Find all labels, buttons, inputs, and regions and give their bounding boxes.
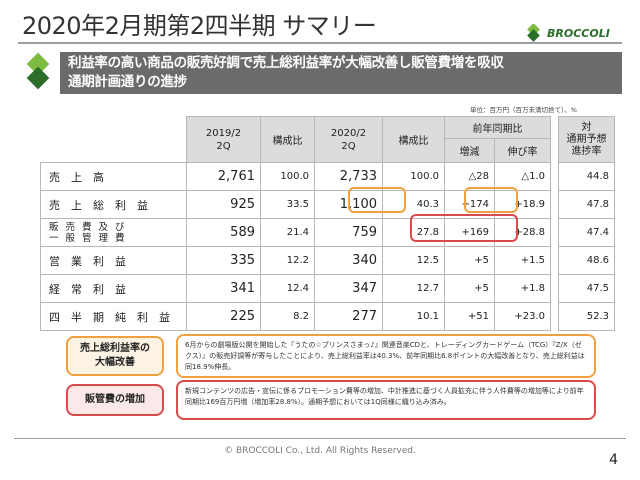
headline-line-1: 利益率の高い商品の販売好調で売上総利益率が大幅改善し販管費増を吸収 bbox=[68, 55, 504, 71]
logo-text: BROCCOLI bbox=[547, 26, 610, 40]
cell-growth: +23.0 bbox=[494, 302, 551, 331]
cell-plan-progress: 52.3 bbox=[558, 302, 615, 331]
cell-curr-value: 277 bbox=[314, 302, 383, 331]
cell-plan-progress: 47.4 bbox=[558, 218, 615, 247]
cell-plan-progress: 44.8 bbox=[558, 162, 615, 191]
headline-text: 利益率の高い商品の販売好調で売上総利益率が大幅改善し販管費増を吸収 通期計画通り… bbox=[60, 52, 622, 94]
cell-curr-ratio: 27.8 bbox=[382, 218, 445, 247]
row-label: 営業利益 bbox=[40, 246, 187, 275]
table-row: 四半期純利益 225 8.2 277 10.1 +51 +23.0 52.3 bbox=[40, 302, 615, 331]
cell-change: △28 bbox=[444, 162, 495, 191]
header-yoy: 前年同期比 bbox=[444, 116, 551, 139]
cell-curr-value: 347 bbox=[314, 274, 383, 303]
cell-growth: +1.8 bbox=[494, 274, 551, 303]
header-plan-progress: 対 通期予想 進捗率 bbox=[558, 116, 615, 163]
note-label-sga-increase: 販管費の増加 bbox=[66, 384, 164, 416]
table-subheader-row: 増減 伸び率 bbox=[40, 138, 615, 163]
cell-change: +5 bbox=[444, 246, 495, 275]
cell-plan-progress: 47.5 bbox=[558, 274, 615, 303]
cell-prev-ratio: 12.4 bbox=[260, 274, 315, 303]
table-row: 経常利益 341 12.4 347 12.7 +5 +1.8 47.5 bbox=[40, 274, 615, 303]
cell-prev-value: 2,761 bbox=[186, 162, 261, 191]
cell-curr-ratio: 12.5 bbox=[382, 246, 445, 275]
header-growth: 伸び率 bbox=[494, 138, 551, 163]
cell-prev-value: 225 bbox=[186, 302, 261, 331]
logo-diamond-icon bbox=[527, 24, 540, 42]
cell-prev-value: 335 bbox=[186, 246, 261, 275]
cell-curr-value: 1,100 bbox=[314, 190, 383, 219]
note-label-gross-margin: 売上総利益率の 大幅改善 bbox=[66, 336, 164, 376]
cell-growth: △1.0 bbox=[494, 162, 551, 191]
cell-curr-value: 759 bbox=[314, 218, 383, 247]
cell-curr-ratio: 10.1 bbox=[382, 302, 445, 331]
cell-change: +51 bbox=[444, 302, 495, 331]
row-label: 売上高 bbox=[40, 162, 187, 191]
header-prev-period: 2019/2 2Q bbox=[186, 116, 261, 163]
broccoli-logo: BROCCOLI bbox=[525, 24, 610, 42]
cell-curr-ratio: 12.7 bbox=[382, 274, 445, 303]
cell-curr-ratio: 40.3 bbox=[382, 190, 445, 219]
headline-line-2: 通期計画通りの進捗 bbox=[68, 74, 187, 90]
cell-prev-value: 925 bbox=[186, 190, 261, 219]
table-row: 販売費及び 一般管理費 589 21.4 759 27.8 +169 +28.8 47.4 bbox=[40, 218, 615, 247]
copyright: © BROCCOLI Co., Ltd. All Rights Reserved… bbox=[224, 446, 416, 456]
unit-note: 単位：百万円（百万未満切捨て）、% bbox=[470, 106, 577, 114]
note-text-gross-margin: 6月からの劇場版公開を開始した『うたの☆プリンスさまっ♪』関連音楽CDと、トレー… bbox=[176, 334, 596, 378]
row-label: 四半期純利益 bbox=[40, 302, 187, 331]
cell-change: +169 bbox=[444, 218, 495, 247]
cell-change: +174 bbox=[444, 190, 495, 219]
cell-growth: +1.5 bbox=[494, 246, 551, 275]
cell-plan-progress: 47.8 bbox=[558, 190, 615, 219]
cell-prev-ratio: 8.2 bbox=[260, 302, 315, 331]
row-label: 経常利益 bbox=[40, 274, 187, 303]
cell-growth: +28.8 bbox=[494, 218, 551, 247]
row-label: 売上総利益 bbox=[40, 190, 187, 219]
page-number: 4 bbox=[609, 452, 618, 468]
cell-curr-value: 340 bbox=[314, 246, 383, 275]
cell-curr-ratio: 100.0 bbox=[382, 162, 445, 191]
green-diamond-icon bbox=[26, 52, 50, 90]
cell-prev-ratio: 33.5 bbox=[260, 190, 315, 219]
cell-prev-value: 589 bbox=[186, 218, 261, 247]
cell-prev-ratio: 12.2 bbox=[260, 246, 315, 275]
table-row: 営業利益 335 12.2 340 12.5 +5 +1.5 48.6 bbox=[40, 246, 615, 275]
header-change: 増減 bbox=[444, 138, 495, 163]
cell-prev-ratio: 21.4 bbox=[260, 218, 315, 247]
title-divider bbox=[18, 42, 622, 44]
row-label: 販売費及び 一般管理費 bbox=[40, 218, 187, 247]
cell-prev-ratio: 100.0 bbox=[260, 162, 315, 191]
cell-growth: +18.9 bbox=[494, 190, 551, 219]
cell-curr-value: 2,733 bbox=[314, 162, 383, 191]
table-header-row: 2019/2 2Q 構成比 2020/2 2Q 構成比 前年同期比 対 通期予想… bbox=[40, 116, 615, 163]
header-curr-period: 2020/2 2Q bbox=[314, 116, 383, 163]
table-row: 売上高 2,761 100.0 2,733 100.0 △28 △1.0 44.8 bbox=[40, 162, 615, 191]
cell-change: +5 bbox=[444, 274, 495, 303]
headline-icon bbox=[20, 52, 60, 94]
header-ratio-curr: 構成比 bbox=[382, 116, 445, 163]
cell-prev-value: 341 bbox=[186, 274, 261, 303]
page-title: 2020年2月期第2四半期 サマリー bbox=[22, 12, 377, 40]
headline-banner: 利益率の高い商品の販売好調で売上総利益率が大幅改善し販管費増を吸収 通期計画通り… bbox=[20, 52, 622, 94]
table-row: 売上総利益 925 33.5 1,100 40.3 +174 +18.9 47.8 bbox=[40, 190, 615, 219]
cell-plan-progress: 48.6 bbox=[558, 246, 615, 275]
financial-summary-table: 2019/2 2Q 構成比 2020/2 2Q 構成比 前年同期比 対 通期予想… bbox=[40, 116, 615, 331]
header-ratio-prev: 構成比 bbox=[260, 116, 315, 163]
note-text-sga-increase: 新規コンテンツの広告・宣伝に係るプロモーション費等の増加、中計推進に基づく人員拡… bbox=[176, 380, 596, 420]
footer-divider bbox=[14, 438, 626, 439]
